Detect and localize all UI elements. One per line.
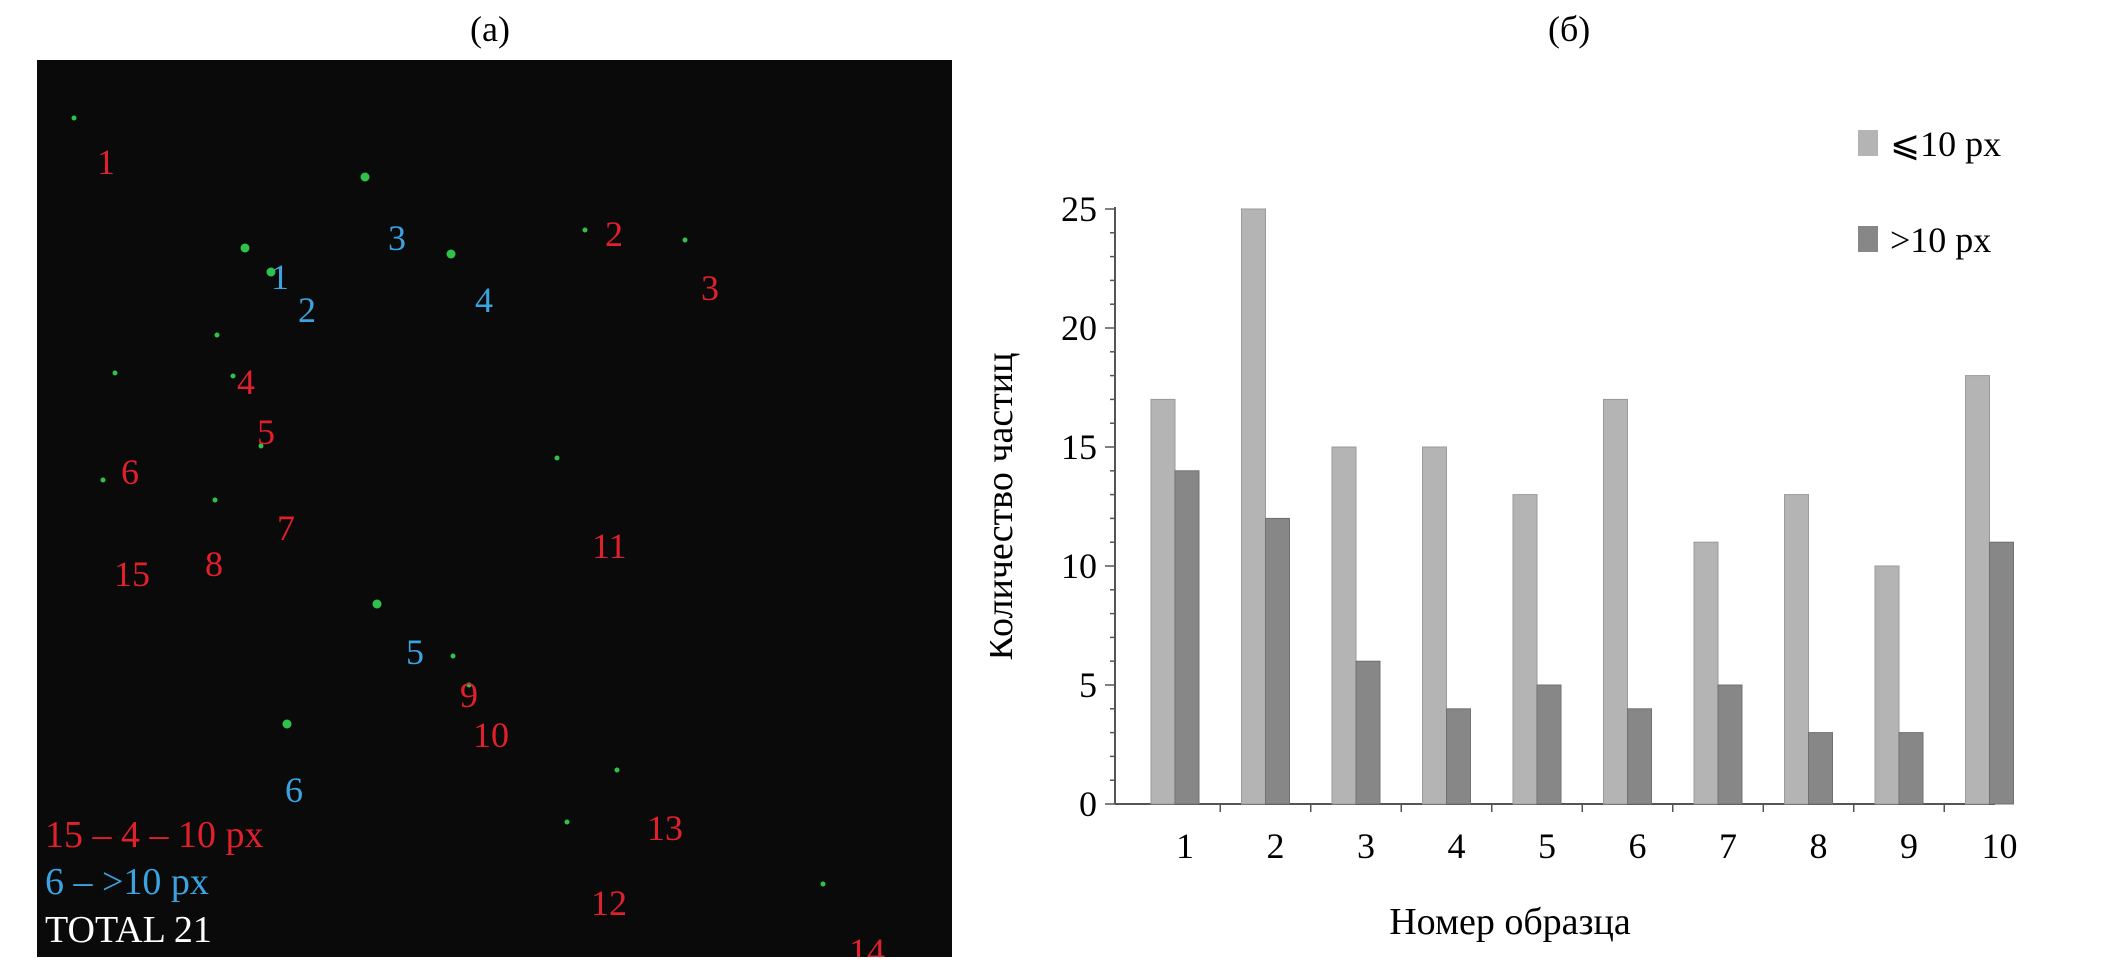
bar-small — [1784, 494, 1809, 805]
x-tick-label: 9 — [1900, 826, 1918, 866]
particle-small-dot — [258, 443, 264, 449]
particle-large-dot — [360, 172, 370, 182]
particle-small-dot — [554, 455, 560, 461]
small-particle-label: 14 — [849, 931, 885, 957]
large-particle-label: 2 — [298, 290, 316, 330]
bar-large — [1265, 517, 1290, 805]
small-particle-label: 4 — [237, 362, 255, 402]
legend-large-particles: 6 – >10 px — [45, 861, 209, 903]
particle-small-dot — [466, 682, 472, 688]
small-particle-label: 8 — [205, 544, 223, 584]
bar-small — [1874, 565, 1900, 805]
large-particle-label: 6 — [285, 770, 303, 810]
legend-label: >10 px — [1890, 220, 1991, 260]
bar-small — [1603, 398, 1628, 805]
particle-small-dot — [450, 653, 456, 659]
bar-small — [1965, 375, 1990, 805]
x-tick-label: 1 — [1176, 826, 1194, 866]
x-tick-label: 3 — [1357, 826, 1375, 866]
particle-small-dot — [682, 237, 688, 243]
small-particle-label: 7 — [277, 508, 295, 548]
particle-large-dot — [372, 599, 382, 609]
small-particle-label: 6 — [121, 452, 139, 492]
particle-small-dot — [214, 332, 220, 338]
legend-swatch — [1858, 130, 1878, 156]
x-tick-label: 6 — [1629, 826, 1647, 866]
particle-small-dot — [71, 115, 77, 121]
particle-small-dot — [582, 227, 588, 233]
y-tick-label: 25 — [1061, 189, 1097, 229]
bar-small — [1331, 446, 1357, 805]
small-particle-label: 10 — [473, 715, 509, 755]
particle-small-dot — [564, 819, 570, 825]
micrograph-image: 1 2 3 4 5 6 7 8 9 10 11 12 13 14 15 1 2 3 4 5 6 15 – 4 – 10 … — [37, 60, 952, 957]
bar-small — [1422, 446, 1447, 805]
particle-large-dot — [282, 719, 292, 729]
small-particle-label: 12 — [591, 883, 627, 923]
bar-large — [1536, 684, 1562, 805]
particle-small-dot — [230, 373, 236, 379]
x-tick-label: 8 — [1810, 826, 1828, 866]
x-tick-label: 10 — [1982, 826, 2018, 866]
particle-small-dot — [212, 497, 218, 503]
bar-small — [1512, 494, 1538, 805]
y-tick-label: 20 — [1061, 308, 1097, 348]
particle-large-dot — [240, 243, 250, 253]
bar-large — [1989, 541, 2014, 805]
x-tick-label: 2 — [1267, 826, 1285, 866]
legend-label: ⩽10 px — [1890, 124, 2001, 164]
bar-small — [1241, 208, 1266, 805]
bar-large — [1627, 708, 1652, 805]
bar-large — [1898, 732, 1924, 805]
bar-large — [1446, 708, 1471, 805]
legend-swatch — [1858, 226, 1878, 252]
x-tick-label: 4 — [1448, 826, 1466, 866]
x-tick-label: 7 — [1719, 826, 1737, 866]
particle-large-dot — [446, 249, 456, 259]
bar-large — [1355, 660, 1381, 805]
x-tick-label: 5 — [1538, 826, 1556, 866]
particle-small-dot — [100, 477, 106, 483]
legend-total: TOTAL 21 — [45, 909, 212, 951]
y-tick-label: 15 — [1061, 427, 1097, 467]
large-particle-label: 4 — [475, 280, 493, 320]
small-particle-label: 3 — [701, 268, 719, 308]
particle-small-dot — [614, 767, 620, 773]
bar-large — [1808, 732, 1833, 805]
large-particle-label: 3 — [388, 218, 406, 258]
large-particle-label: 5 — [406, 632, 424, 672]
y-tick-label: 5 — [1079, 665, 1097, 705]
legend-small-particles: 15 – 4 – 10 px — [45, 814, 264, 856]
small-particle-label: 2 — [605, 214, 623, 254]
particle-small-dot — [820, 881, 826, 887]
small-particle-label: 13 — [647, 808, 683, 848]
y-axis-title: Количество частиц — [990, 353, 1021, 661]
particle-small-dot — [112, 370, 118, 376]
y-tick-label: 10 — [1061, 546, 1097, 586]
large-particle-label: 1 — [271, 257, 289, 297]
small-particle-label: 15 — [114, 554, 150, 594]
panel-a-label: (а) — [470, 9, 510, 49]
bar-large — [1717, 684, 1743, 805]
bar-small — [1150, 398, 1176, 805]
bar-large — [1174, 470, 1200, 805]
panel-b-label: (б) — [1548, 9, 1591, 49]
small-particle-label: 9 — [460, 675, 478, 715]
y-tick-label: 0 — [1079, 784, 1097, 824]
bar-small — [1693, 541, 1719, 805]
particle-count-bar-chart: 0 5 10 15 20 25 1 2 3 4 5 6 7 8 9 10 Номер образца Количе… — [990, 124, 2018, 943]
x-axis-title: Номер образца — [1389, 901, 1631, 943]
small-particle-label: 5 — [257, 412, 275, 452]
particle-large-dot — [266, 267, 276, 277]
small-particle-label: 11 — [592, 526, 627, 566]
small-particle-label: 1 — [97, 142, 115, 182]
